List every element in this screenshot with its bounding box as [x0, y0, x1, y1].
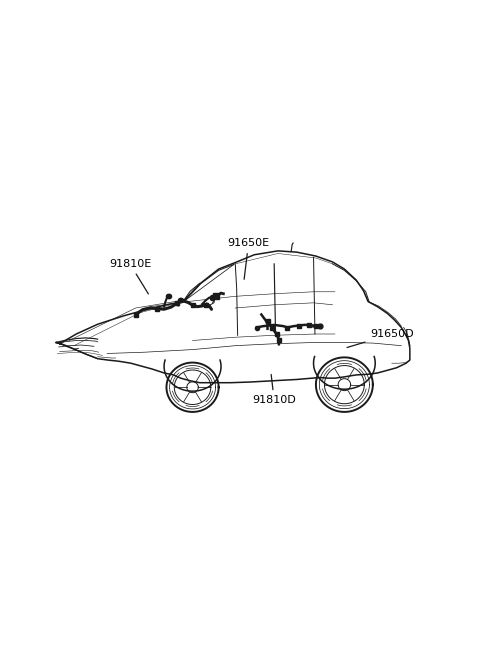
Polygon shape [187, 382, 198, 393]
Text: 91810E: 91810E [109, 259, 151, 294]
Polygon shape [316, 358, 373, 412]
Polygon shape [56, 251, 410, 383]
Text: 91650E: 91650E [228, 238, 270, 279]
Polygon shape [207, 296, 215, 305]
Text: 91650D: 91650D [347, 329, 414, 348]
Polygon shape [338, 379, 351, 390]
Polygon shape [167, 363, 219, 412]
Text: 91810D: 91810D [252, 375, 296, 405]
